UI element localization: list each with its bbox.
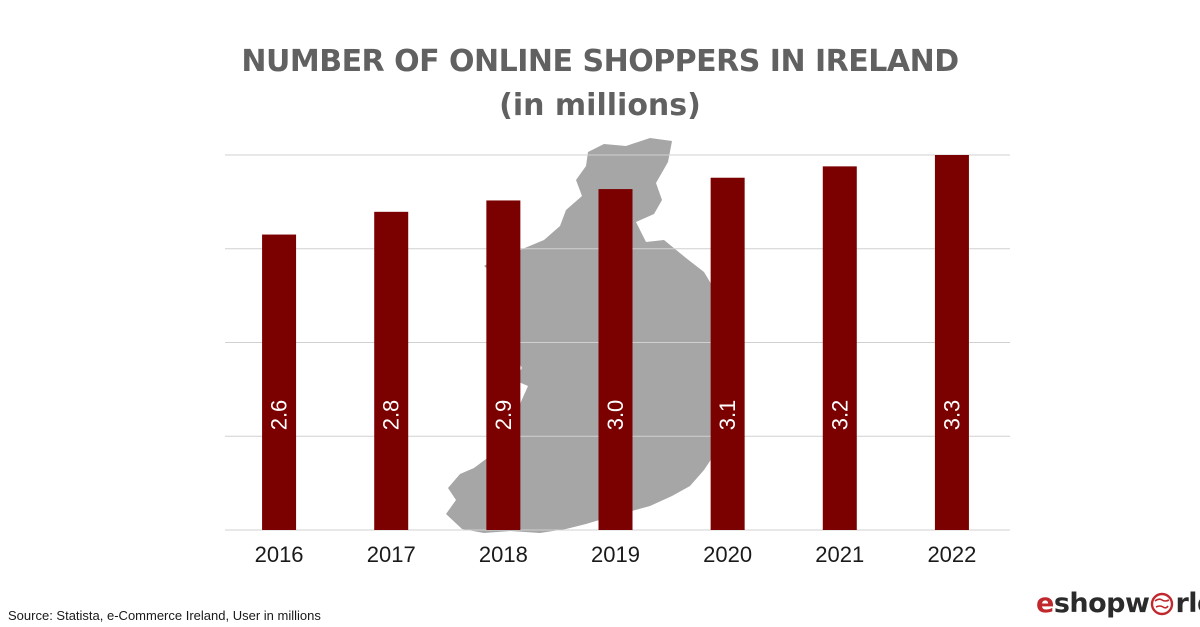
logo-middle: shopw (1053, 588, 1150, 619)
data-label-2018: 2.9 (491, 400, 516, 431)
source-note: Source: Statista, e-Commerce Ireland, Us… (8, 608, 321, 623)
bar-2016 (262, 234, 297, 530)
bar-2017 (374, 211, 409, 530)
x-tick-2022: 2022 (927, 542, 976, 567)
chart-subtitle: (in millions) (499, 88, 701, 123)
x-tick-2021: 2021 (815, 542, 864, 567)
bar-2020 (710, 177, 745, 530)
data-label-2017: 2.8 (379, 400, 404, 431)
x-tick-2019: 2019 (591, 542, 640, 567)
chart-title: NUMBER OF ONLINE SHOPPERS IN IRELAND (241, 44, 959, 79)
bar-2018 (486, 200, 521, 531)
logo-prefix: e (1036, 588, 1054, 619)
x-tick-2016: 2016 (255, 542, 304, 567)
x-tick-2017: 2017 (367, 542, 416, 567)
x-tick-2020: 2020 (703, 542, 752, 567)
data-label-2016: 2.6 (267, 400, 292, 431)
bar-2019 (598, 189, 633, 530)
bar-2022 (934, 155, 969, 530)
eshopworld-logo: eshopw rld (1036, 587, 1200, 621)
data-label-2022: 3.3 (939, 400, 964, 431)
data-label-2021: 3.2 (827, 400, 852, 431)
data-label-2019: 3.0 (603, 400, 628, 431)
data-label-2020: 3.1 (715, 400, 740, 431)
globe-icon (1151, 592, 1174, 616)
x-tick-2018: 2018 (479, 542, 528, 567)
logo-suffix: rld (1175, 588, 1200, 619)
bar-2021 (822, 166, 857, 530)
